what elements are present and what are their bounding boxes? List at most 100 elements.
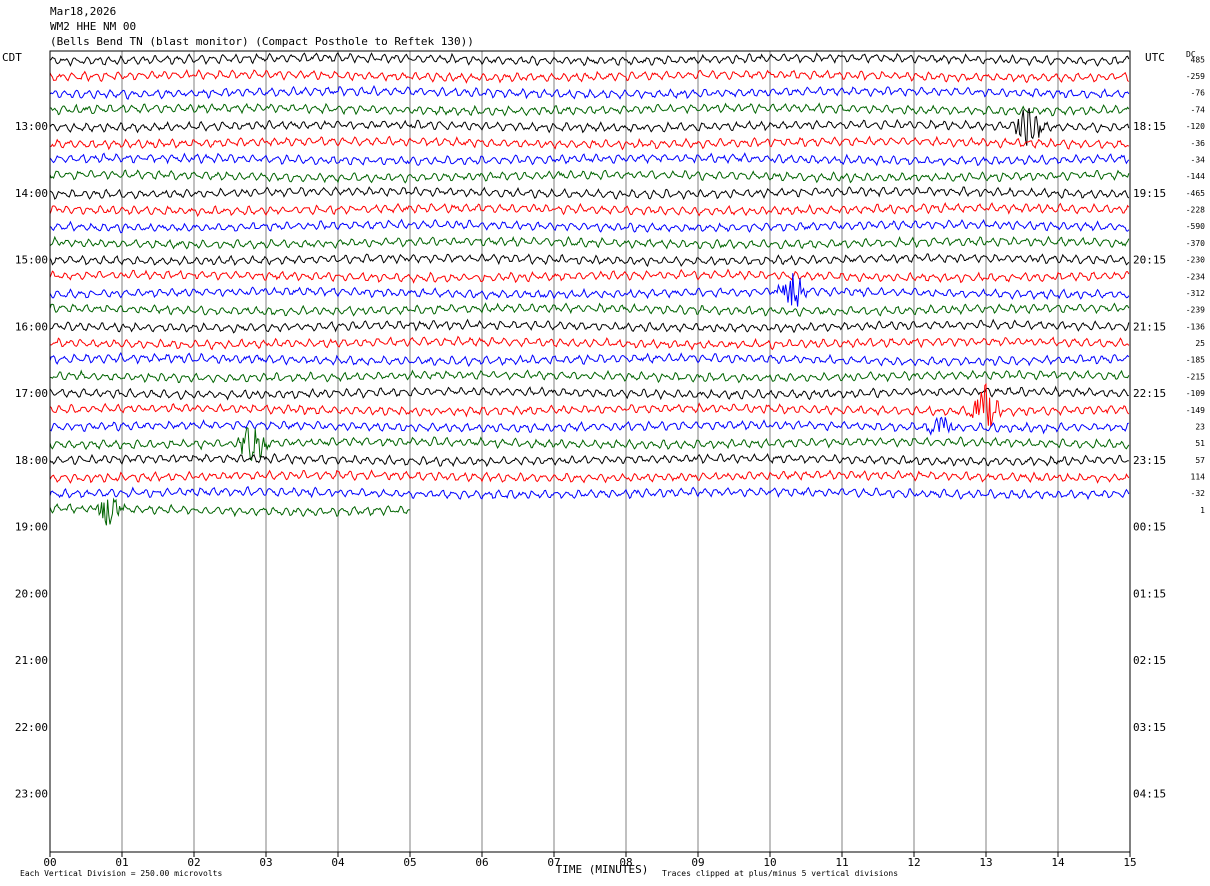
left-hour-label: 18:00 [15, 454, 48, 467]
left-hour-label: 15:00 [15, 254, 48, 267]
seismic-trace [49, 218, 1130, 234]
x-tick-label: 11 [835, 856, 848, 869]
dc-offset-label: -312 [1186, 289, 1205, 298]
x-tick-label: 04 [331, 856, 345, 869]
right-hour-label: 04:15 [1133, 788, 1166, 801]
seismic-trace [49, 302, 1130, 317]
x-tick-label: 06 [475, 856, 488, 869]
x-tick-label: 15 [1123, 856, 1136, 869]
x-tick-label: 09 [691, 856, 704, 869]
dc-offset-label: -32 [1191, 489, 1206, 498]
minute-gridlines [121, 51, 1059, 852]
seismic-trace [49, 469, 1130, 484]
dc-offset-label: -370 [1186, 239, 1205, 248]
x-tick-label: 02 [187, 856, 200, 869]
header-station: WM2 HHE NM 00 [50, 20, 137, 33]
right-hour-label: 01:15 [1133, 587, 1166, 600]
right-hour-label: 03:15 [1133, 721, 1166, 734]
left-hour-label: 14:00 [15, 187, 48, 200]
x-tick-label: 03 [259, 856, 272, 869]
dc-offset-label: -228 [1186, 206, 1205, 215]
seismic-trace [49, 253, 1130, 268]
seismic-trace [49, 84, 1130, 101]
dc-offset-label: 485 [1191, 55, 1206, 64]
seismic-trace [49, 335, 1130, 351]
dc-offset-label: 57 [1195, 456, 1205, 465]
seismic-trace [49, 135, 1130, 151]
left-hour-label: 23:00 [15, 788, 48, 801]
dc-offset-label: -36 [1191, 139, 1206, 148]
seismic-trace [49, 169, 1130, 184]
left-axis-label: CDT [2, 51, 22, 64]
dc-offset-label: -239 [1186, 306, 1205, 315]
footer-left: Each Vertical Division = 250.00 microvol… [20, 869, 222, 878]
right-hour-label: 22:15 [1133, 387, 1166, 400]
dc-offset-label: -34 [1191, 155, 1206, 164]
right-hour-label: 18:15 [1133, 120, 1166, 133]
right-hour-label: 00:15 [1133, 521, 1166, 534]
seismic-trace [49, 453, 1129, 468]
right-hour-label: 02:15 [1133, 654, 1166, 667]
seismic-trace [49, 426, 1130, 462]
seismic-trace [49, 268, 1130, 284]
x-tick-label: 08 [619, 856, 632, 869]
dc-offset-label: -74 [1191, 105, 1206, 114]
x-tick-label: 07 [547, 856, 560, 869]
left-hour-label: 22:00 [15, 721, 48, 734]
right-hour-label: 19:15 [1133, 187, 1166, 200]
seismic-trace [49, 497, 411, 526]
dc-offset-label: -185 [1186, 356, 1205, 365]
right-hour-label: 21:15 [1133, 320, 1166, 333]
x-tick-label: 12 [907, 856, 920, 869]
x-tick-label: 05 [403, 856, 416, 869]
chart-axes: 00 01 02 03 04 05 06 07 08 09 10 11 12 13 14 15 TIME (MI… [2, 50, 1205, 878]
dc-offset-label: -76 [1191, 89, 1206, 98]
left-hour-label: 16:00 [15, 320, 48, 333]
seismic-trace [50, 102, 1130, 117]
header-date: Mar18,2026 [50, 5, 117, 18]
plot-frame [49, 50, 1131, 853]
dc-offset-label: 25 [1195, 339, 1205, 348]
seismic-trace [49, 235, 1130, 250]
dc-offset-label: -465 [1186, 189, 1205, 198]
seismic-trace [49, 382, 1130, 428]
x-tick-label: 00 [43, 856, 56, 869]
seismic-traces [49, 52, 1130, 526]
dc-offset-label: 114 [1191, 473, 1206, 482]
x-axis-label: TIME (MINUTES) [556, 863, 649, 876]
seismic-trace [49, 352, 1130, 367]
dc-offset-label: -259 [1186, 72, 1205, 81]
dc-offset-label: -149 [1186, 406, 1205, 415]
dc-label: DC [1186, 50, 1196, 59]
right-hour-label: 23:15 [1133, 454, 1166, 467]
dc-offset-label: -590 [1186, 222, 1205, 231]
left-hour-label: 13:00 [15, 120, 48, 133]
dc-offset-label: -215 [1186, 372, 1205, 381]
seismic-trace [49, 152, 1130, 167]
seismic-trace [49, 186, 1130, 200]
seismic-trace [49, 273, 1130, 307]
dc-offset-label: -144 [1186, 172, 1205, 181]
seismic-trace [49, 68, 1130, 84]
left-hour-label: 21:00 [15, 654, 48, 667]
x-tick-label: 14 [1051, 856, 1065, 869]
x-tick-label: 10 [763, 856, 776, 869]
dc-offset-label: 1 [1200, 506, 1205, 515]
header-description: (Bells Bend TN (blast monitor) (Compact … [50, 35, 474, 48]
seismic-trace [49, 485, 1130, 501]
dc-offset-label: -234 [1186, 272, 1205, 281]
seismic-trace [49, 318, 1130, 334]
left-hour-label: 17:00 [15, 387, 48, 400]
x-tick-label: 01 [115, 856, 128, 869]
left-hour-label: 20:00 [15, 587, 48, 600]
seismic-trace [49, 107, 1130, 146]
dc-offset-label: 23 [1195, 422, 1205, 431]
right-hour-label: 20:15 [1133, 254, 1166, 267]
seismic-trace [49, 416, 1129, 436]
left-hour-label: 19:00 [15, 521, 48, 534]
dc-offset-label: 51 [1195, 439, 1205, 448]
dc-offset-label: -109 [1186, 389, 1205, 398]
dc-offset-label: -120 [1186, 122, 1205, 131]
seismic-trace [49, 369, 1130, 384]
